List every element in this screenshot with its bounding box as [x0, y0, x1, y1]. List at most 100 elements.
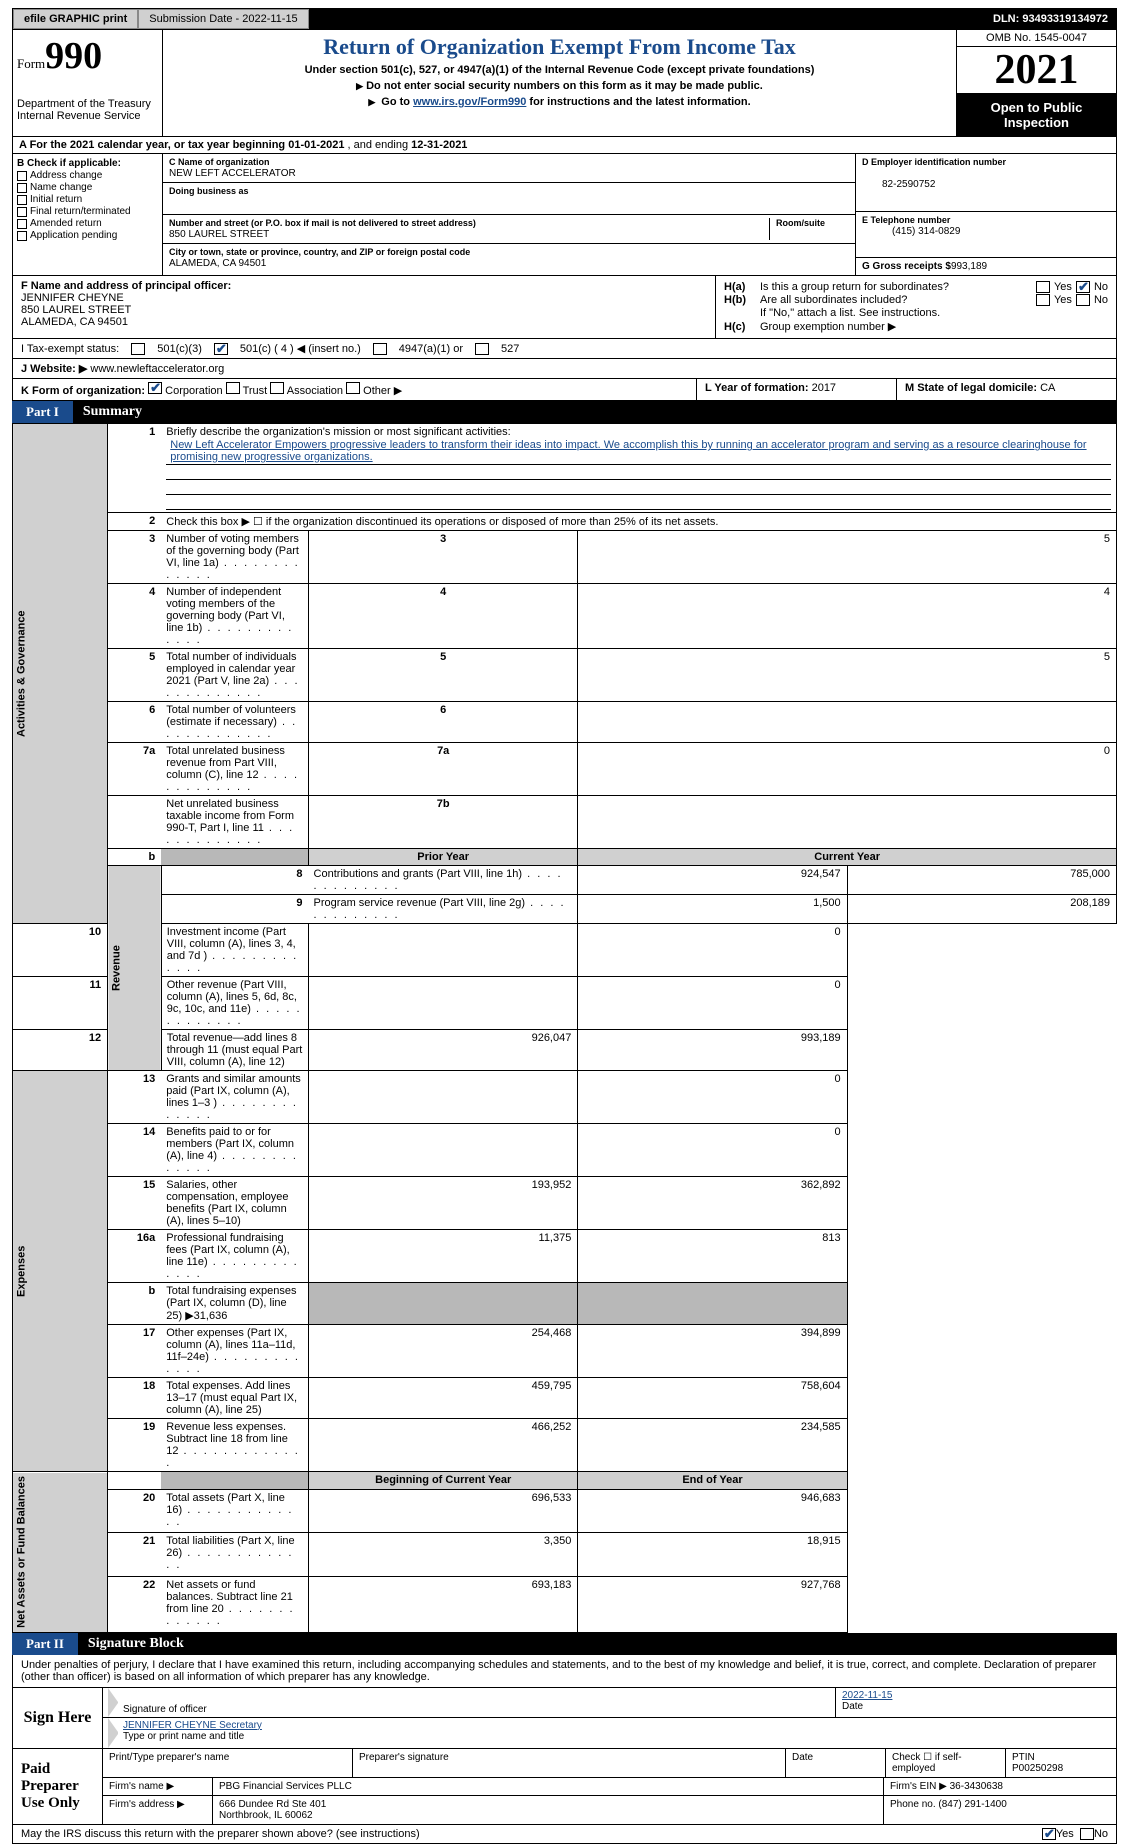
checkbox-final-return[interactable] [17, 207, 27, 217]
checkbox-corporation[interactable] [148, 382, 162, 394]
row-desc: Total number of volunteers (estimate if … [161, 702, 308, 743]
row-desc: Program service revenue (Part VIII, line… [309, 895, 578, 924]
firm-name: PBG Financial Services PLLC [219, 1781, 352, 1792]
submission-date-button[interactable]: Submission Date - 2022-11-15 [138, 9, 308, 29]
curr-val: 0 [578, 1124, 847, 1177]
period-end: 12-31-2021 [411, 139, 467, 151]
checkbox-hb-yes[interactable] [1036, 294, 1050, 306]
opt-final-return: Final return/terminated [30, 206, 131, 217]
opt-name-change: Name change [30, 182, 92, 193]
checkbox-501c3[interactable] [131, 343, 145, 355]
part2-title: Signature Block [78, 1633, 194, 1655]
checkbox-discuss-no[interactable] [1080, 1828, 1094, 1840]
declaration-text: Under penalties of perjury, I declare th… [13, 1655, 1116, 1688]
grey-cell [578, 1283, 847, 1325]
row-k: K Form of organization: Corporation Trus… [12, 379, 1117, 401]
hdr-end: End of Year [578, 1472, 847, 1490]
end-val: 18,915 [578, 1533, 847, 1576]
row-box: 7b [309, 796, 578, 849]
block-b-c-d: B Check if applicable: Address change Na… [12, 154, 1117, 276]
ha-no: No [1094, 281, 1108, 293]
row-desc: Total expenses. Add lines 13–17 (must eq… [161, 1378, 308, 1419]
row-num: 15 [108, 1177, 162, 1230]
checkbox-application-pending[interactable] [17, 231, 27, 241]
side-net-assets: Net Assets or Fund Balances [13, 1472, 108, 1633]
hb-no: No [1094, 294, 1108, 306]
checkbox-4947[interactable] [373, 343, 387, 355]
prep-check-label: Check ☐ if self-employed [892, 1752, 962, 1774]
gross-receipts: 993,189 [951, 261, 987, 272]
opt-527: 527 [501, 343, 519, 355]
discuss-row: May the IRS discuss this return with the… [12, 1825, 1117, 1844]
row-desc: Professional fundraising fees (Part IX, … [161, 1230, 308, 1283]
firm-addr1: 666 Dundee Rd Ste 401 [219, 1799, 326, 1810]
curr-val: 785,000 [847, 866, 1116, 895]
row-num: 21 [108, 1533, 162, 1576]
form-title: Return of Organization Exempt From Incom… [167, 34, 952, 60]
firm-addr2: Northbrook, IL 60062 [219, 1810, 313, 1821]
checkbox-trust[interactable] [226, 382, 240, 394]
open-to-public: Open to Public Inspection [957, 94, 1116, 136]
room-label: Room/suite [776, 218, 825, 228]
checkbox-hb-no[interactable] [1076, 294, 1090, 306]
row-desc: Net assets or fund balances. Subtract li… [161, 1576, 308, 1632]
checkbox-address-change[interactable] [17, 171, 27, 181]
page-footer: For Paperwork Reduction Act Notice, see … [12, 1844, 1117, 1846]
row-desc: Grants and similar amounts paid (Part IX… [161, 1071, 308, 1124]
part2-header: Part II Signature Block [12, 1633, 1117, 1655]
beg-val: 3,350 [309, 1533, 578, 1576]
row-a-pre: A For the 2021 calendar year, or tax yea… [19, 139, 288, 151]
state-domicile: CA [1040, 382, 1055, 394]
row-num: 8 [161, 866, 308, 895]
curr-val: 993,189 [578, 1030, 847, 1071]
row-num [108, 796, 162, 849]
curr-val: 0 [578, 1071, 847, 1124]
ssn-note: Do not enter social security numbers on … [167, 80, 952, 92]
sign-here-label: Sign Here [13, 1688, 103, 1748]
checkbox-501c[interactable] [214, 343, 228, 355]
checkbox-ha-yes[interactable] [1036, 281, 1050, 293]
row-num: 12 [13, 1030, 108, 1071]
irs-link[interactable]: www.irs.gov/Form990 [413, 96, 526, 108]
checkbox-initial-return[interactable] [17, 195, 27, 205]
curr-val: 0 [578, 924, 847, 977]
opt-assoc: Association [287, 385, 343, 397]
discuss-no: No [1094, 1828, 1108, 1840]
row-a-period: A For the 2021 calendar year, or tax yea… [12, 137, 1117, 154]
goto-note: Go to www.irs.gov/Form990 for instructio… [167, 96, 952, 108]
checkbox-association[interactable] [270, 382, 284, 394]
mission-text: New Left Accelerator Empowers progressiv… [170, 439, 1086, 463]
part1-header: Part I Summary [12, 401, 1117, 423]
checkbox-other[interactable] [346, 382, 360, 394]
checkbox-discuss-yes[interactable] [1042, 1828, 1056, 1840]
row-box: 4 [309, 584, 578, 649]
row-val: 4 [578, 584, 1117, 649]
prior-val [309, 1124, 578, 1177]
prior-val: 11,375 [309, 1230, 578, 1283]
opt-trust: Trust [243, 385, 268, 397]
row-box: 7a [309, 743, 578, 796]
beg-val: 693,183 [309, 1576, 578, 1632]
row-f-h: F Name and address of principal officer:… [12, 276, 1117, 339]
row-num: 17 [108, 1325, 162, 1378]
row-num: 5 [108, 649, 162, 702]
checkbox-amended-return[interactable] [17, 219, 27, 229]
checkbox-ha-no[interactable] [1076, 281, 1090, 293]
irs-label: Internal Revenue Service [17, 110, 158, 122]
efile-print-button[interactable]: efile GRAPHIC print [13, 9, 138, 29]
hb-label: H(b) [724, 294, 760, 306]
row-box: 3 [309, 531, 578, 584]
city-state-zip: ALAMEDA, CA 94501 [169, 258, 266, 269]
opt-corp: Corporation [165, 385, 222, 397]
curr-val: 813 [578, 1230, 847, 1283]
checkbox-name-change[interactable] [17, 183, 27, 193]
checkbox-527[interactable] [475, 343, 489, 355]
tel-label: E Telephone number [862, 215, 950, 225]
ptin-label: PTIN [1012, 1752, 1035, 1763]
grey-cell [309, 1283, 578, 1325]
row-num: 20 [108, 1489, 162, 1532]
ein-value: 82-2590752 [862, 179, 935, 190]
row-desc: Net unrelated business taxable income fr… [161, 796, 308, 849]
year-formation: 2017 [812, 382, 836, 394]
prior-val: 1,500 [578, 895, 847, 924]
